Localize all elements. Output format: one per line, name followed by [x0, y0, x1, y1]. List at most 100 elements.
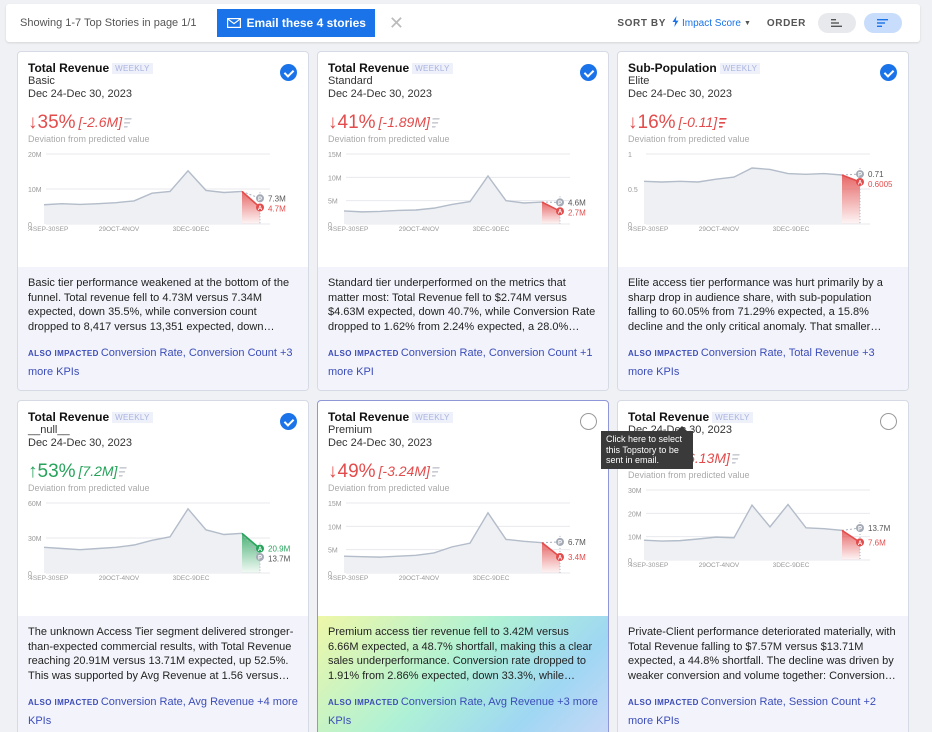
actual-value-label: 7.6M [868, 538, 886, 547]
predicted-value-label: 13.7M [868, 524, 891, 533]
story-body: The unknown Access Tier segment delivere… [18, 616, 308, 732]
also-impacted[interactable]: ALSO IMPACTED Conversion Rate, Conversion… [28, 344, 298, 381]
predicted-line [841, 527, 861, 531]
svg-text:A: A [258, 547, 263, 553]
y-tick-label: 0 [28, 571, 32, 578]
change-absolute: [-0.11] [678, 114, 718, 130]
y-tick-label: 60M [28, 501, 42, 508]
change-absolute: [-1.89M] [378, 114, 430, 130]
also-impacted-kpis[interactable]: Conversion Rate, Session Count +2 more K… [628, 696, 877, 727]
x-tick-label: 24SEP-30SEP [328, 575, 368, 581]
sort-select[interactable]: Impact Score ▼ [672, 16, 751, 30]
arrow-down-icon: ↓ [328, 111, 338, 133]
arrow-up-icon: ↑ [28, 460, 38, 482]
anomaly-region [242, 191, 260, 224]
kpi-name: Total Revenue [28, 410, 110, 424]
series-area [644, 504, 842, 560]
order-descending-button[interactable] [864, 13, 902, 33]
select-story-checkbox[interactable] [580, 64, 597, 81]
story-card[interactable]: Total Revenue WEEKLY Standard Dec 24-Dec 30… [317, 51, 609, 391]
anomaly-region [242, 533, 260, 573]
kpi-name: Total Revenue [328, 61, 410, 75]
date-range: Dec 24-Dec 30, 2023 [28, 88, 132, 100]
story-title: Total Revenue WEEKLY [28, 61, 298, 75]
also-impacted[interactable]: ALSO IMPACTED Conversion Rate, Session Co… [628, 693, 898, 730]
also-impacted[interactable]: ALSO IMPACTED Conversion Rate, Avg Revenu… [28, 693, 298, 730]
date-range: Dec 24-Dec 30, 2023 [28, 437, 132, 449]
actual-series-line [343, 174, 543, 213]
y-tick-label: 15M [328, 501, 342, 508]
y-tick-label: 20M [628, 511, 642, 518]
also-impacted-kpis[interactable]: Conversion Rate, Avg Revenue +4 more KPI… [28, 696, 298, 727]
predicted-point: P [856, 170, 864, 179]
change-percent: 16% [637, 111, 676, 133]
segment-label: Basic [28, 75, 55, 87]
change-percent: 53% [37, 460, 76, 482]
date-range: Dec 24-Dec 30, 2023 [328, 88, 432, 100]
select-story-checkbox[interactable] [880, 413, 897, 430]
also-impacted-kpis[interactable]: Conversion Rate, Conversion Count +1 mor… [328, 347, 593, 378]
also-impacted[interactable]: ALSO IMPACTED Conversion Rate, Avg Revenu… [328, 693, 598, 730]
sort-ascending-icon [831, 19, 842, 27]
svg-text:P: P [258, 197, 262, 203]
order-ascending-button[interactable] [818, 13, 856, 33]
change-percent: 41% [337, 111, 376, 133]
select-story-checkbox[interactable] [280, 64, 297, 81]
actual-value-label: 3.4M [568, 553, 586, 562]
select-story-checkbox[interactable] [880, 64, 897, 81]
story-body: Premium access tier revenue fell to 3.42… [318, 616, 608, 732]
story-card[interactable]: Total Revenue WEEKLY Premium Dec 24-Dec 30,… [317, 400, 609, 732]
story-title: Sub-Population WEEKLY [628, 61, 898, 75]
also-impacted-kpis[interactable]: Conversion Rate, Conversion Count +3 mor… [28, 347, 293, 378]
date-range: Dec 24-Dec 30, 2023 [328, 437, 432, 449]
y-tick-label: 10M [328, 175, 342, 182]
severity-icon [431, 117, 441, 128]
segment-label: Standard [328, 75, 373, 87]
close-icon[interactable]: ✕ [388, 13, 405, 33]
story-title: Total Revenue WEEKLY [628, 410, 898, 424]
predicted-value-label: 4.6M [568, 198, 586, 207]
story-header: Total Revenue WEEKLY __null__ Dec 24-Dec 30… [18, 401, 308, 616]
metric-change: ↑ 53% [7.2M] [28, 460, 298, 482]
change-percent: 35% [37, 111, 76, 133]
actual-latest-line [241, 190, 261, 209]
svg-text:A: A [258, 206, 263, 212]
kpi-name: Sub-Population [628, 61, 717, 75]
svg-text:A: A [558, 210, 563, 216]
story-title: Total Revenue WEEKLY [328, 61, 598, 75]
showing-count: Showing 1-7 Top Stories in page 1/1 [20, 17, 197, 29]
story-title: Total Revenue WEEKLY [28, 410, 298, 424]
predicted-value-label: 7.3M [268, 194, 286, 203]
story-narrative: Private-Client performance deteriorated … [628, 626, 896, 682]
x-tick-label: 3DEC-9DEC [173, 575, 210, 581]
predicted-line [841, 173, 861, 176]
actual-value-label: 20.9M [268, 545, 291, 554]
metric-change: ↓ 41% [-1.89M] [328, 111, 598, 133]
y-tick-label: 30M [628, 488, 642, 495]
email-stories-button[interactable]: Email these 4 stories [216, 9, 375, 37]
story-card[interactable]: Sub-Population WEEKLY Elite Dec 24-Dec 30, … [617, 51, 909, 391]
anomaly-region [842, 530, 860, 560]
predicted-point: P [256, 553, 264, 562]
also-impacted-kpis[interactable]: Conversion Rate, Total Revenue +3 more K… [628, 347, 875, 378]
y-tick-label: 1 [628, 152, 632, 159]
actual-value-label: 2.7M [568, 208, 586, 217]
story-card[interactable]: Total Revenue WEEKLY Basic Dec 24-Dec 30, 2… [17, 51, 309, 391]
x-tick-label: 24SEP-30SEP [28, 575, 68, 581]
select-story-checkbox[interactable] [580, 413, 597, 430]
svg-text:P: P [558, 201, 562, 207]
select-story-checkbox[interactable] [280, 413, 297, 430]
also-impacted[interactable]: ALSO IMPACTED Conversion Rate, Conversion… [328, 344, 598, 381]
sort-descending-icon [877, 19, 888, 27]
story-card[interactable]: Total Revenue WEEKLY __null__ Dec 24-Dec 30… [17, 400, 309, 732]
predicted-value-label: 0.71 [868, 170, 884, 179]
also-impacted[interactable]: ALSO IMPACTED Conversion Rate, Total Reve… [628, 344, 898, 381]
series-area [44, 508, 242, 573]
also-impacted-kpis[interactable]: Conversion Rate, Avg Revenue +3 more KPI… [328, 696, 598, 727]
y-tick-label: 30M [28, 536, 42, 543]
y-tick-label: 10M [328, 524, 342, 531]
segment-label: Elite [628, 75, 650, 87]
